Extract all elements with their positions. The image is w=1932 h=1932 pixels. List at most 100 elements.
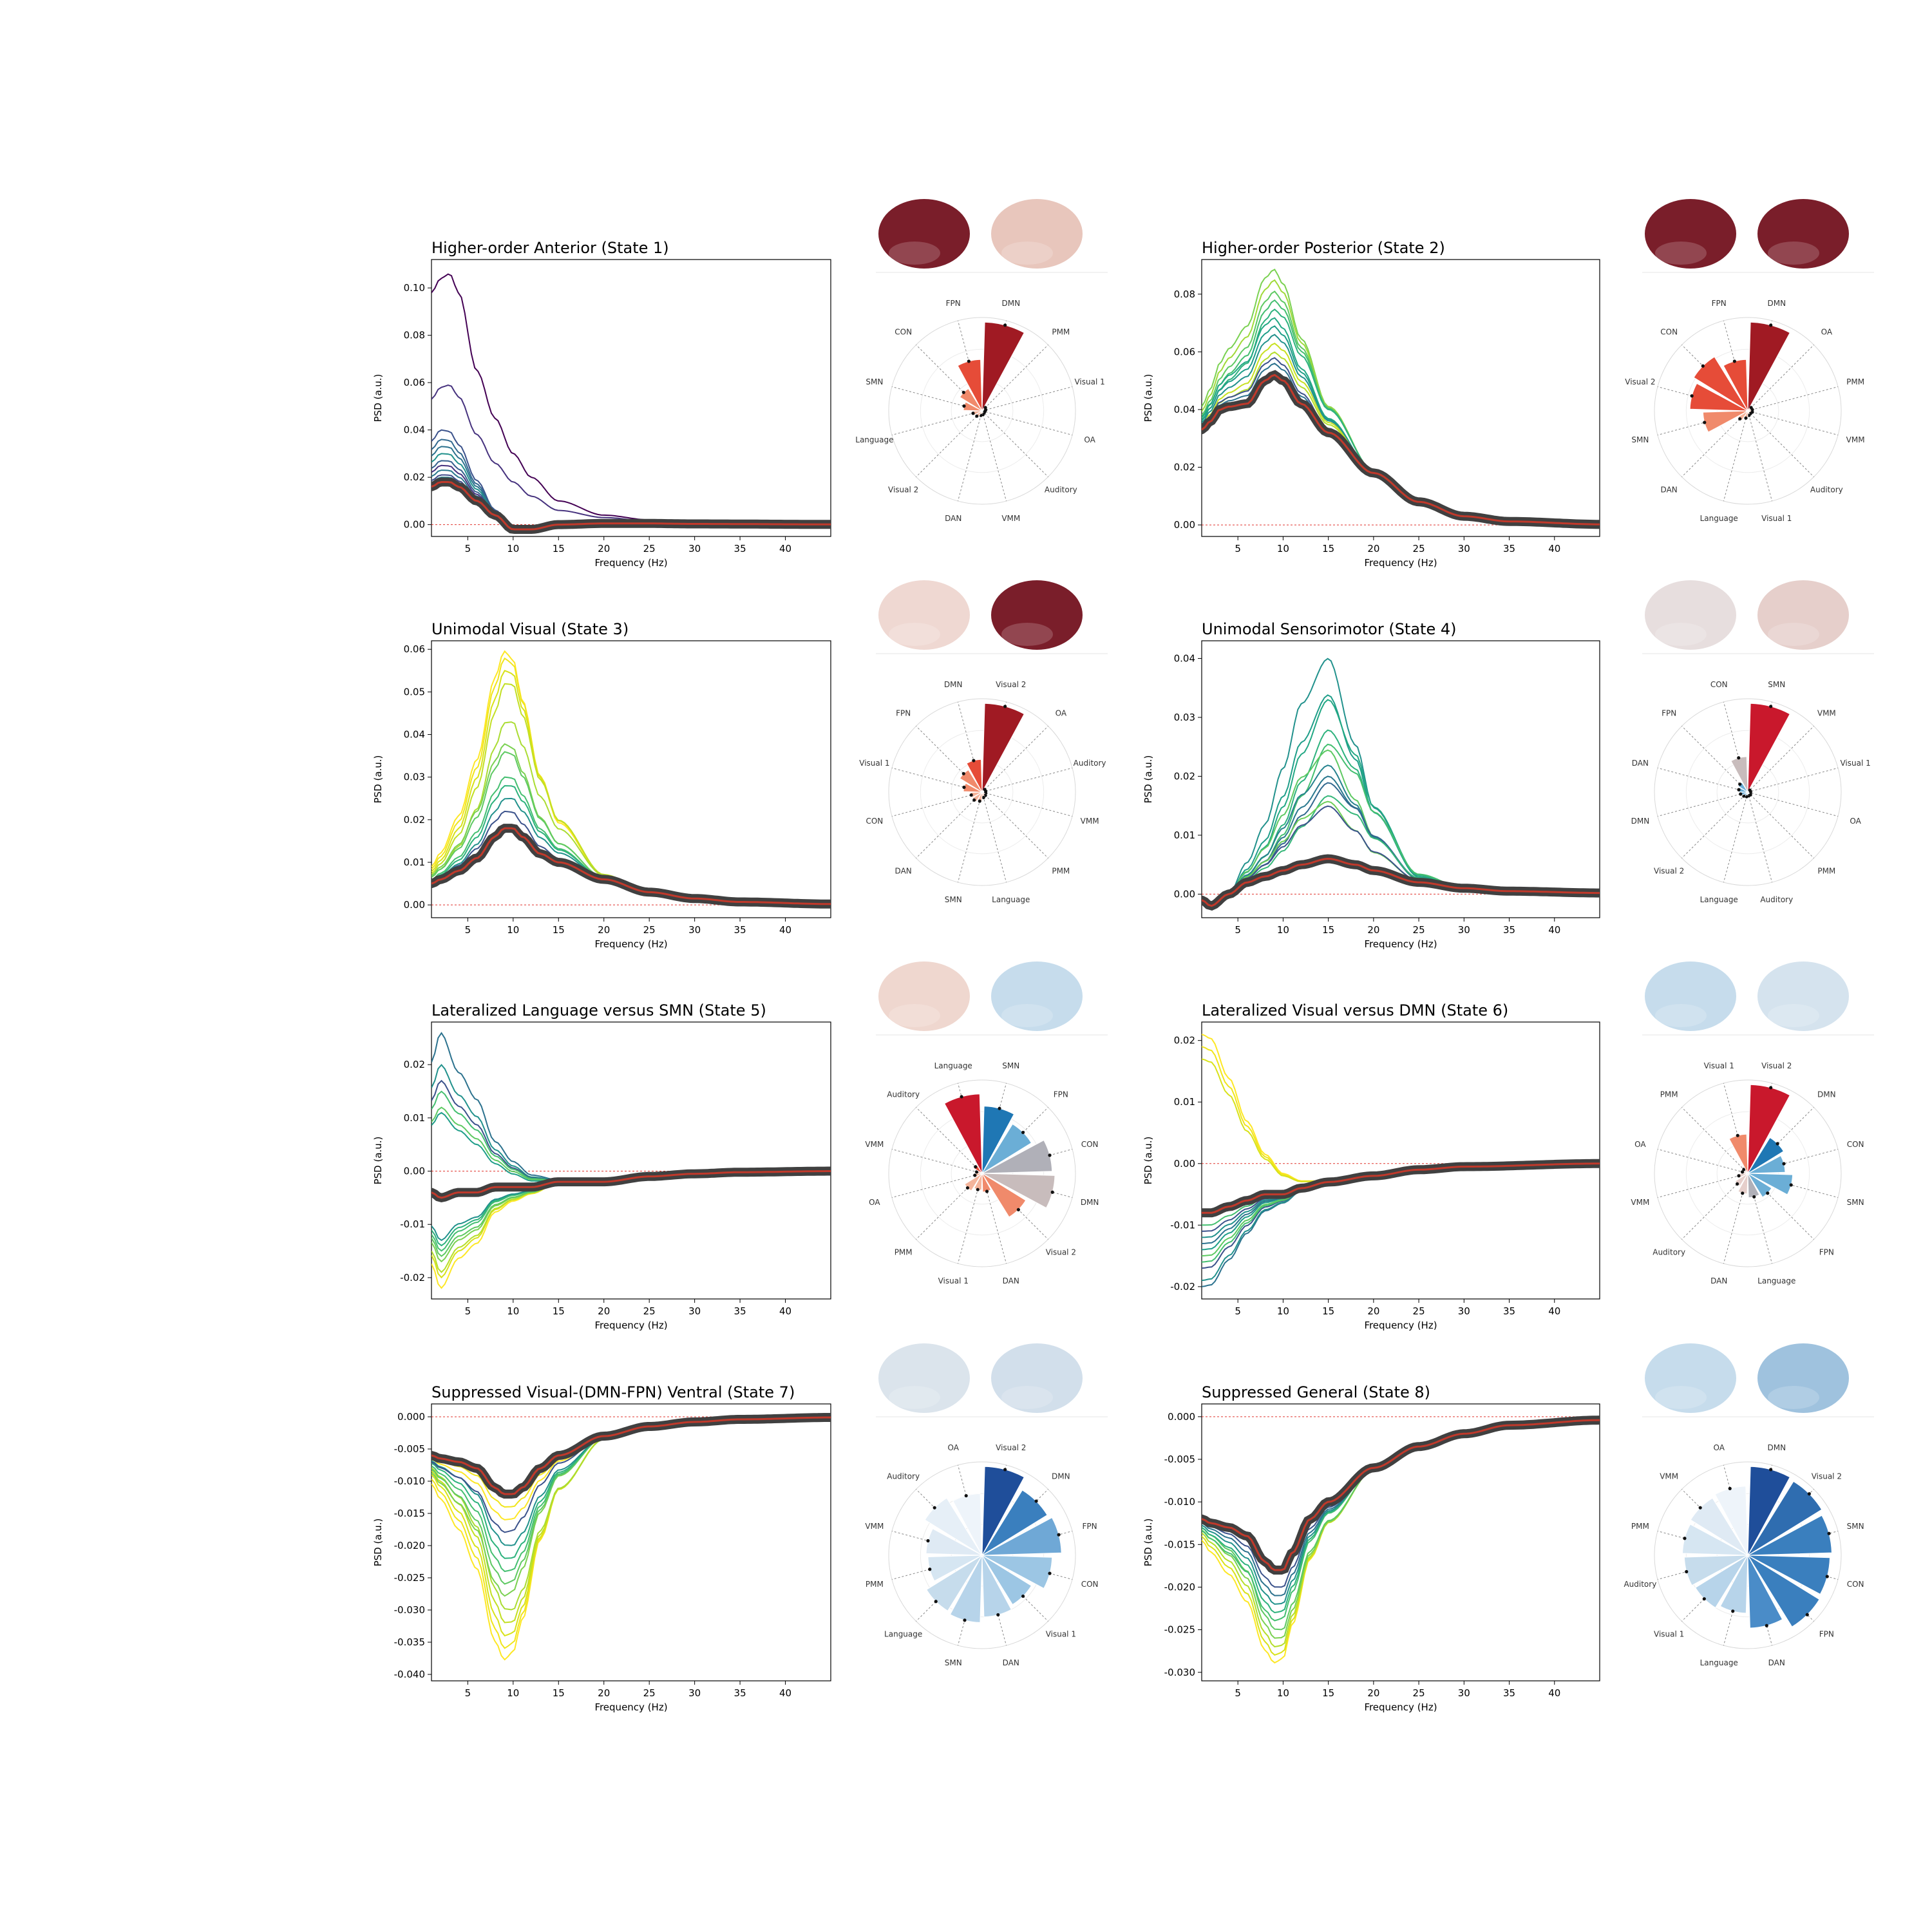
polar-bar-marker [1735,1182,1739,1186]
polar-bar-marker [1747,413,1751,417]
brain-surface [990,579,1084,651]
x-tick-label: 35 [1503,543,1515,554]
polar-bar-marker [1741,1191,1745,1195]
x-tick-label: 5 [465,1305,471,1317]
brain-surface [1643,198,1738,270]
brain-surface [877,579,971,651]
brain-surface [1756,579,1850,651]
polar-spoke [1723,791,1748,883]
polar-spoke [1723,410,1748,502]
polar-bar-marker [926,1539,930,1543]
x-tick-label: 35 [1503,924,1515,936]
polar-label: OA [1713,1443,1725,1452]
y-tick-label: 0.05 [404,686,425,697]
psd-mean-line [431,827,831,905]
brain-temporal-lobe [889,1386,940,1409]
y-tick-label: -0.015 [1164,1539,1195,1550]
polar-bar-marker [971,412,975,415]
polar-bar-marker [1739,792,1743,796]
y-axis-label: PSD (a.u.) [372,374,384,422]
x-tick-label: 5 [1235,1305,1241,1317]
brain-temporal-lobe [1768,242,1819,265]
y-tick-label: -0.005 [394,1443,425,1455]
polar-label: CON [1710,680,1728,689]
polar-bar-marker [1690,394,1694,398]
polar-label: Visual 1 [1074,377,1104,386]
brain-temporal-lobe [1655,623,1707,646]
polar-bar-marker [934,1600,938,1604]
polar-label: VMM [1660,1472,1678,1481]
y-axis-label: PSD (a.u.) [1142,1519,1154,1567]
polar-grid-ring [951,1524,1014,1587]
series-group [431,273,831,534]
x-tick-label: 10 [1277,924,1289,936]
x-tick-label: 20 [598,543,610,554]
x-tick-label: 5 [1235,924,1241,936]
panel-title: Higher-order Posterior (State 2) [1202,239,1445,257]
polar-bar-marker [1021,1130,1025,1135]
polar-spoke [1747,726,1814,793]
y-tick-label: 0.06 [1174,346,1195,357]
polar-label: CON [895,328,912,337]
polar-bar-marker [1742,1168,1746,1171]
polar-label: SMN [945,895,962,904]
polar-label: OA [947,1443,959,1452]
x-tick-label: 35 [1503,1305,1515,1317]
panel-7: Suppressed Visual-(DMN-FPN) Ventral (Sta… [372,1342,1108,1713]
y-tick-label: 0.01 [1174,1096,1195,1108]
polar-label: Visual 2 [1761,1061,1792,1070]
polar-bar-marker [976,1188,980,1191]
polar-bar-marker [962,404,966,408]
polar-bar-marker [1728,1486,1732,1490]
panel-title: Suppressed General (State 8) [1202,1383,1430,1401]
polar-label: Language [855,435,893,444]
brain-surface [1643,579,1738,651]
series-group [431,650,831,909]
y-tick-label: 0.06 [404,377,425,388]
polar-bar-marker [1016,1208,1020,1211]
y-tick-label: -0.040 [394,1669,425,1680]
polar-label: Language [884,1629,922,1638]
x-tick-label: 20 [1367,543,1379,554]
x-tick-label: 40 [779,543,791,554]
polar-bar-marker [1034,1499,1038,1503]
polar-label: CON [1847,1580,1864,1589]
brain-temporal-lobe [889,623,940,646]
brain-surface [1756,960,1850,1032]
y-tick-label: 0.04 [1174,652,1195,664]
polar-label: CON [1847,1140,1864,1149]
brain-temporal-lobe [1768,623,1819,646]
polar-label: Visual 1 [1840,759,1870,768]
polar-label: OA [869,1198,880,1207]
polar-spoke [891,791,983,817]
x-tick-label: 25 [1413,1687,1425,1699]
polar-label: Visual 2 [1812,1472,1842,1481]
brain-temporal-lobe [1001,623,1053,646]
panel-1: Higher-order Anterior (State 1) 5 10 15 20 25… [372,198,1108,569]
y-tick-label: -0.030 [394,1604,425,1616]
plot-frame [431,640,831,918]
brain-temporal-lobe [1655,1386,1707,1409]
polar-label: PMM [1052,866,1070,875]
polar-label: Auditory [1045,485,1077,494]
x-tick-label: 35 [734,924,746,936]
polar-bar-marker [978,799,981,803]
polar-label: Language [1757,1276,1795,1285]
polar-bar-marker [1048,1153,1052,1157]
polar-bar-marker [974,1165,978,1169]
x-tick-label: 40 [779,1305,791,1317]
polar-bar-marker [1769,705,1773,708]
brain-temporal-lobe [1001,1004,1053,1027]
y-tick-label: 0.01 [404,857,425,868]
y-axis-label: PSD (a.u.) [1142,1137,1154,1185]
x-axis-label: Frequency (Hz) [1364,938,1437,950]
y-tick-label: -0.015 [394,1508,425,1519]
polar-label: OA [1084,435,1095,444]
panel-title: Higher-order Anterior (State 1) [431,239,669,257]
polar-bar-marker [1738,782,1742,786]
polar-label: DMN [944,680,963,689]
polar-label: Auditory [887,1472,920,1481]
y-tick-label: 0.00 [1174,519,1195,531]
polar-grid-ring [888,317,1076,505]
y-axis-label: PSD (a.u.) [1142,755,1154,804]
